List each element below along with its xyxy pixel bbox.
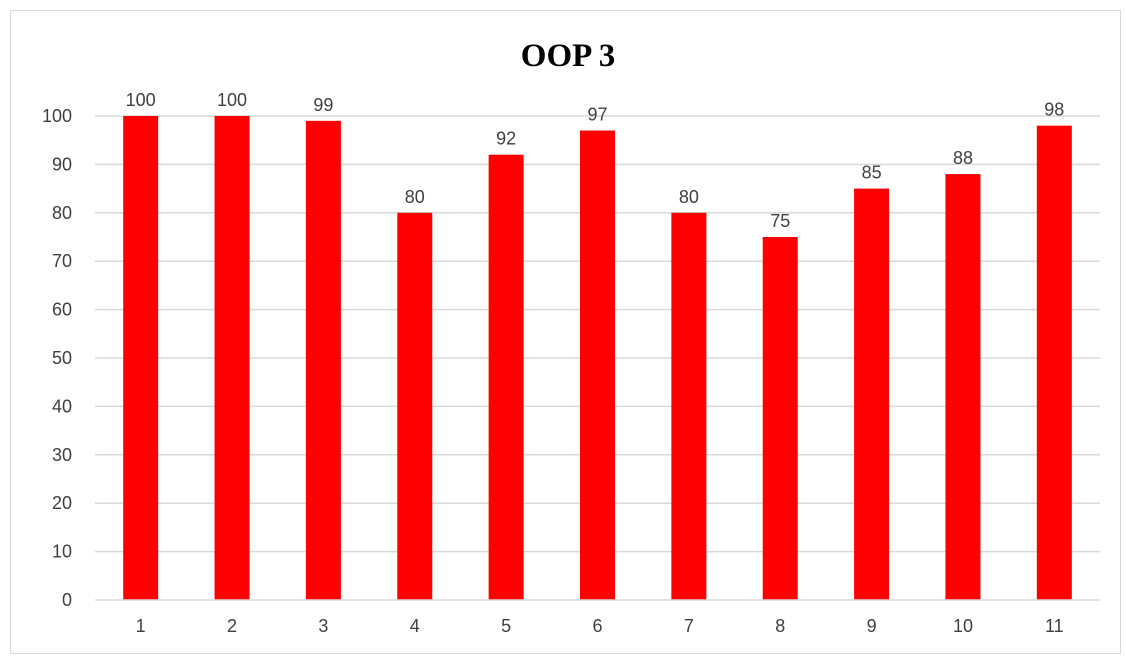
x-tick-label: 2 [227,616,237,636]
data-label: 80 [405,187,425,207]
bar [945,174,981,600]
data-label: 98 [1044,100,1064,120]
data-label: 92 [496,129,516,149]
bar [1036,125,1072,601]
data-label: 99 [313,95,333,115]
bar [671,212,707,601]
data-labels: 100 100 99 80 92 97 80 75 85 88 98 [126,90,1065,231]
y-tick-label: 60 [52,300,72,320]
x-tick-label: 3 [318,616,328,636]
chart-frame [10,10,1121,654]
bar [305,120,341,600]
x-tick-label: 9 [867,616,877,636]
data-label: 100 [217,90,247,110]
chart-title: OOP 3 [521,38,615,74]
data-label: 75 [770,211,790,231]
bar [762,237,798,600]
bars [123,116,1072,601]
y-tick-label: 100 [42,106,72,126]
y-axis-ticks: 0 10 20 30 40 50 60 70 80 90 100 [42,106,72,610]
y-tick-label: 50 [52,348,72,368]
bar [854,188,890,600]
data-label: 97 [587,105,607,125]
y-tick-label: 20 [52,493,72,513]
x-tick-label: 7 [684,616,694,636]
data-label: 85 [862,163,882,183]
x-tick-label: 11 [1045,616,1064,636]
y-tick-label: 80 [52,203,72,223]
bar [580,130,615,600]
y-tick-label: 90 [52,154,72,174]
y-tick-label: 30 [52,445,72,465]
x-tick-label: 1 [136,616,146,636]
x-tick-label: 5 [501,616,511,636]
x-tick-label: 8 [775,616,785,636]
bar [123,116,159,600]
y-tick-label: 70 [52,251,72,271]
bar [488,154,524,600]
x-tick-label: 4 [410,616,420,636]
x-tick-label: 6 [592,616,602,636]
y-tick-label: 0 [62,590,72,610]
bar [397,212,433,601]
x-tick-label: 10 [953,616,973,636]
bar [214,116,250,600]
data-label: 88 [953,148,973,168]
y-tick-label: 10 [52,542,72,562]
y-tick-label: 40 [52,396,72,416]
data-label: 100 [126,90,156,110]
data-label: 80 [679,187,699,207]
x-axis-ticks: 1 2 3 4 5 6 7 8 9 10 11 [136,616,1064,636]
